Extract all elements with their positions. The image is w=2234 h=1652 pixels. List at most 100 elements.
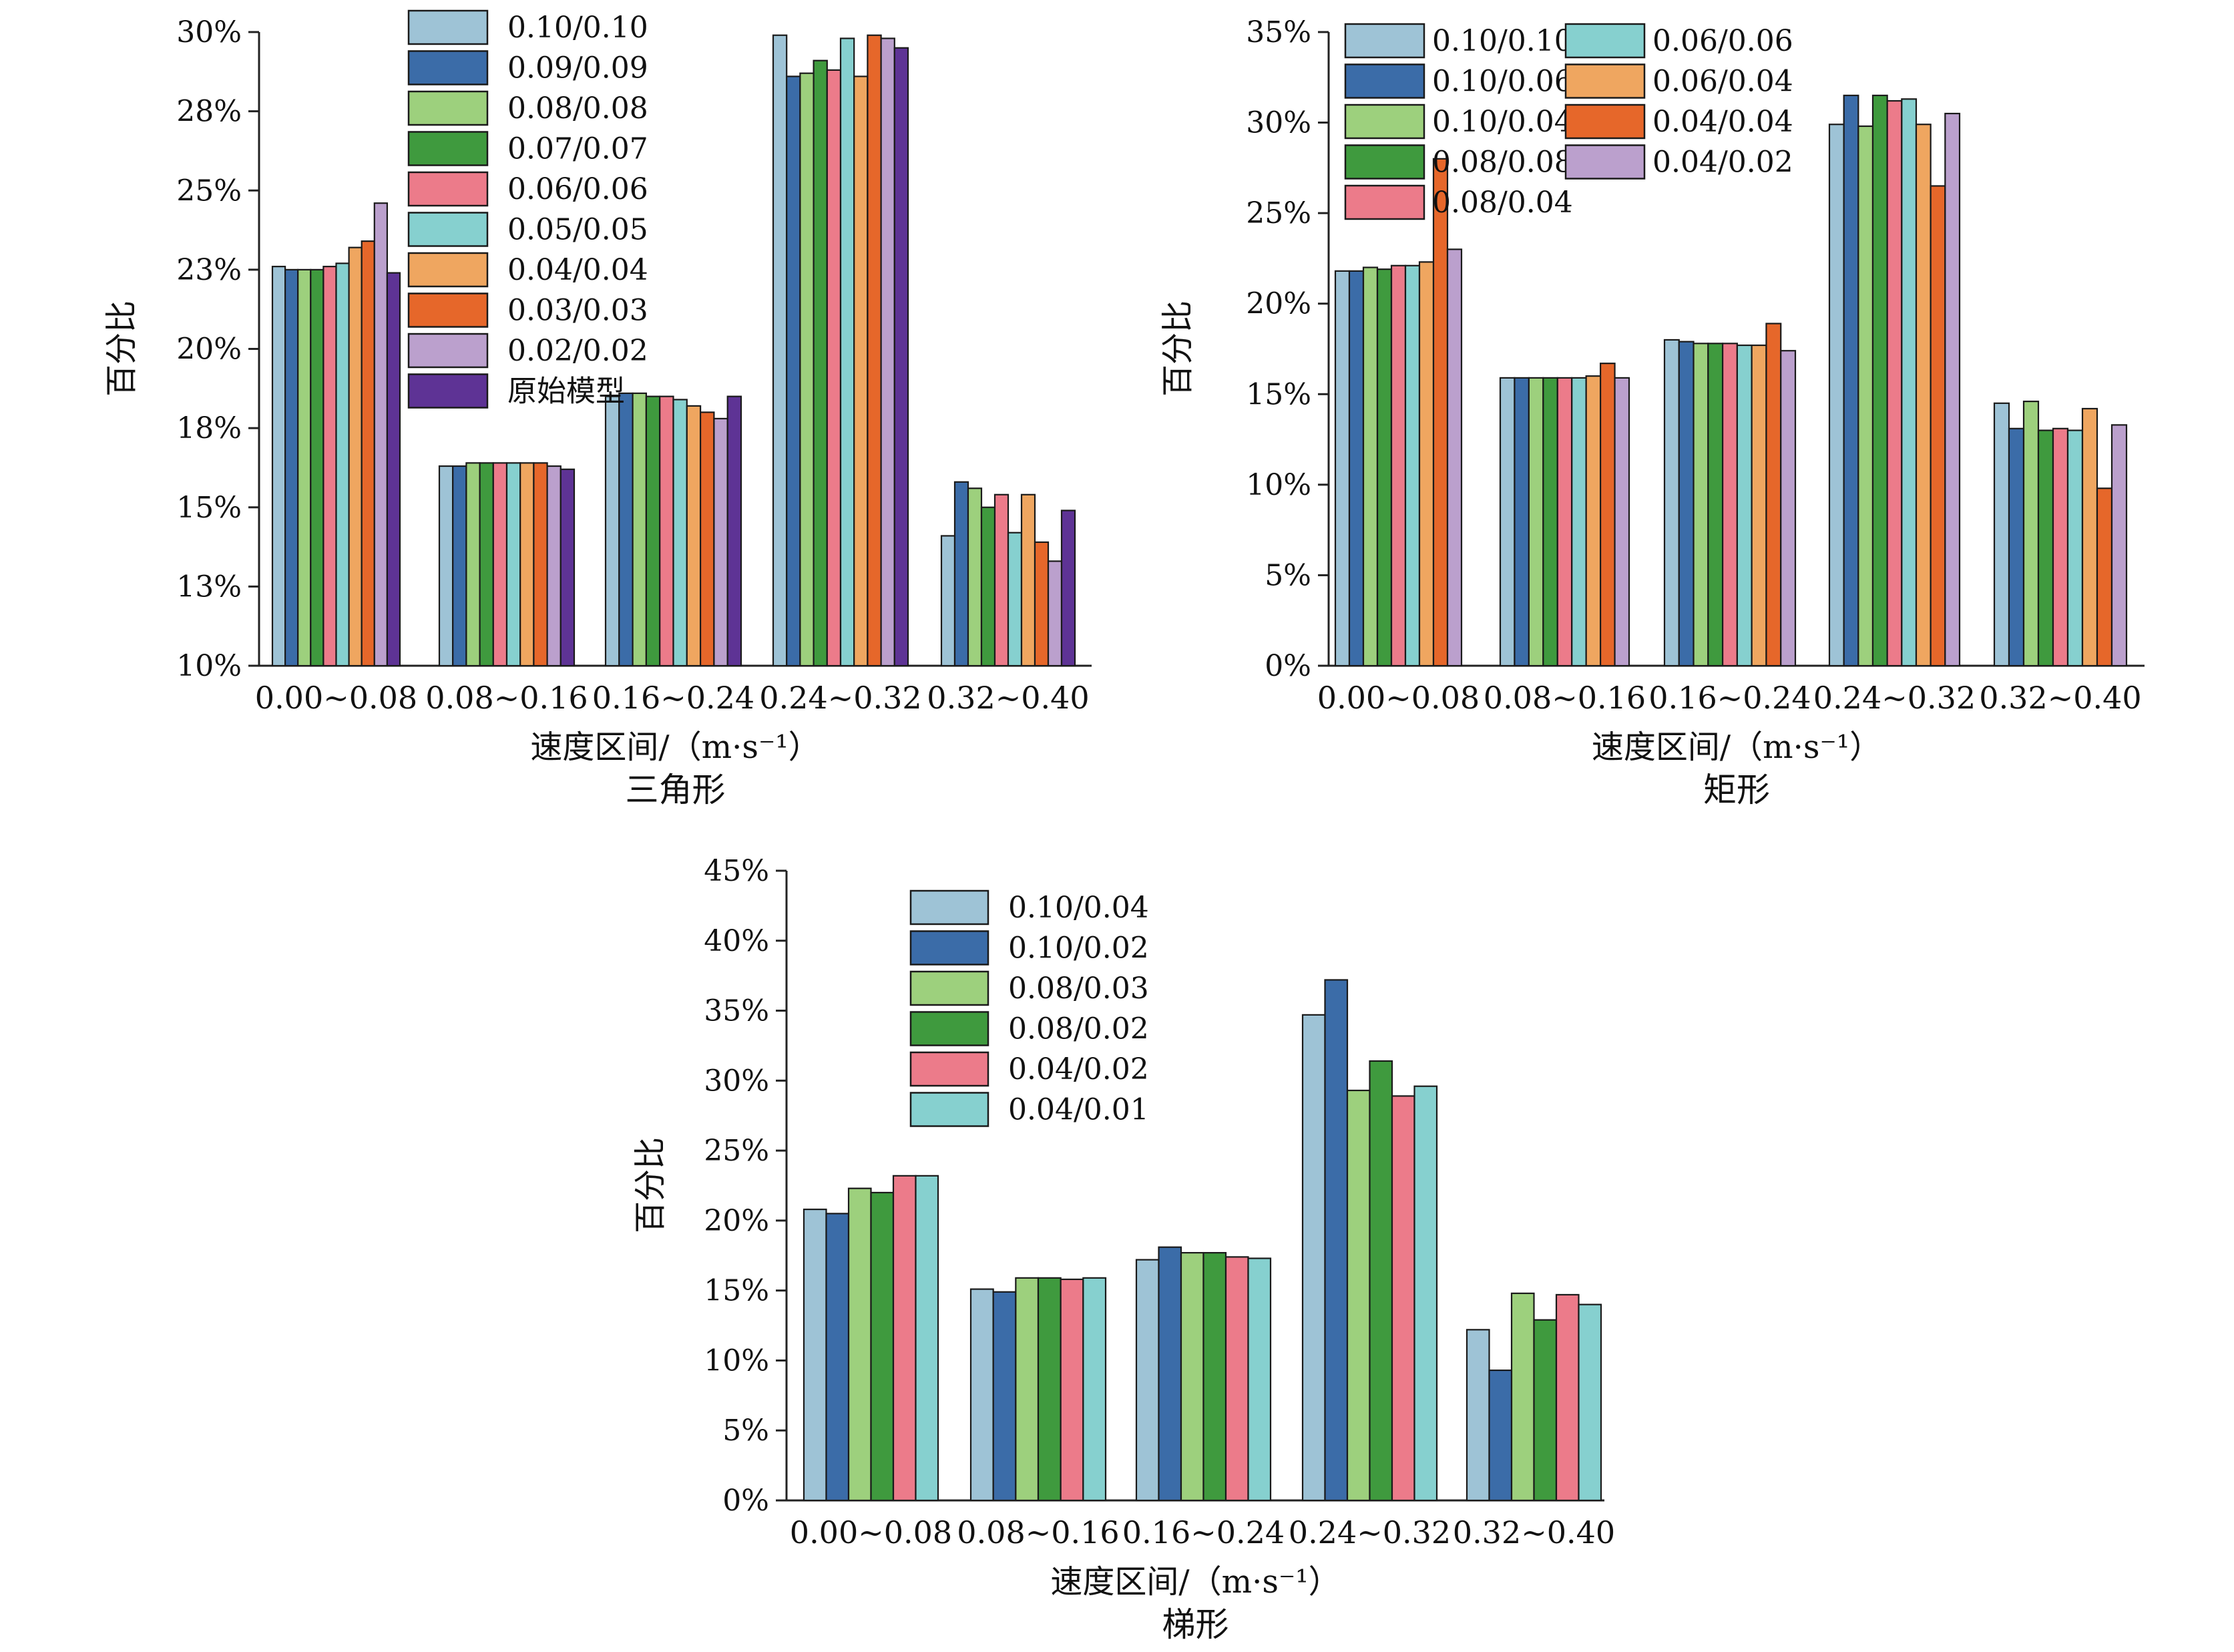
y-tick-label: 10%: [704, 1344, 769, 1378]
y-tick-label: 20%: [176, 333, 242, 367]
legend: 0.10/0.04 0.10/0.02 0.08/0.03 0.08/0.02 0.04…: [909, 889, 1149, 1127]
bar: [1751, 344, 1767, 667]
bar: [1346, 1089, 1371, 1502]
x-tick-label: 0.08~0.16: [957, 1514, 1119, 1551]
y-tick-label: 5%: [1265, 558, 1311, 592]
legend-item: 0.08/0.03: [909, 970, 1149, 1006]
y-tick-label: 30%: [1246, 106, 1311, 140]
bar: [825, 1213, 850, 1502]
bar: [1158, 1246, 1182, 1502]
bar: [1135, 1259, 1160, 1502]
bar: [1871, 94, 1888, 667]
bar: [1843, 94, 1859, 667]
y-tick-label: 30%: [176, 15, 242, 49]
bar: [618, 392, 634, 667]
bar: [1348, 270, 1365, 667]
y-tick-label: 45%: [704, 854, 769, 888]
bar: [479, 462, 494, 667]
bar: [1020, 493, 1036, 667]
bar: [1930, 185, 1946, 667]
legend-label: 0.10/0.10: [1432, 24, 1573, 58]
y-tick-label: 0%: [722, 1484, 769, 1518]
legend-swatch: [1344, 184, 1425, 220]
bar: [2066, 429, 2084, 667]
legend-label: 0.04/0.04: [507, 253, 648, 287]
bar: [1828, 124, 1845, 667]
bar: [826, 69, 842, 667]
legend-item: 0.10/0.06: [1344, 63, 1573, 99]
bar: [980, 506, 996, 667]
bar: [2081, 407, 2098, 667]
bar: [1857, 125, 1874, 667]
bar: [1556, 377, 1573, 667]
bar: [438, 465, 454, 667]
bar: [1542, 377, 1558, 667]
bar: [2052, 427, 2069, 667]
bar: [1585, 375, 1602, 667]
x-axis-label: 速度区间/（m·s⁻¹）: [1050, 1563, 1340, 1601]
legend-swatch: [909, 930, 989, 966]
bar: [1180, 1251, 1204, 1502]
legend-label: 0.04/0.04: [1652, 105, 1793, 139]
legend-item: 原始模型: [407, 373, 625, 409]
bar: [1600, 363, 1616, 667]
bar: [632, 392, 647, 667]
x-axis-label: 速度区间/（m·s⁻¹）: [1592, 729, 1881, 766]
bar: [1571, 377, 1587, 667]
chart-panel-3: 0%5%10%15%20%25%30%35%40%45%0.00~0.08 0.0…: [632, 854, 1615, 1644]
legend-swatch: [407, 90, 489, 126]
bar: [465, 462, 481, 667]
bar: [604, 395, 620, 667]
legend-swatch: [909, 1051, 989, 1087]
bar: [560, 468, 576, 667]
x-tick-label: 0.16~0.24: [592, 680, 754, 716]
bar: [993, 493, 1010, 667]
y-tick-label: 25%: [704, 1134, 769, 1168]
chart-panel-2: 0% 5% 10% 15% 20% 25% 30% 35% 0.00~0.08 0.08~0.16…: [1159, 15, 2145, 809]
bar: [452, 465, 467, 667]
legend-swatch: [1564, 63, 1646, 99]
x-tick-label: 0.32~0.40: [1979, 680, 2141, 716]
legend-item: 0.02/0.02: [407, 333, 648, 369]
bar: [1247, 1257, 1272, 1502]
bar: [686, 405, 702, 667]
y-tick-label: 40%: [704, 924, 769, 958]
bar: [839, 37, 855, 667]
legend-item: 0.10/0.04: [1344, 104, 1573, 140]
legend-swatch: [909, 1092, 989, 1127]
bar: [322, 266, 337, 667]
bar: [1432, 158, 1449, 667]
bar: [1993, 402, 2010, 667]
legend-swatch: [1564, 23, 1646, 59]
legend-item: 0.04/0.04: [407, 252, 648, 288]
bar: [1693, 343, 1709, 667]
legend-label: 0.08/0.03: [1008, 972, 1149, 1006]
bar: [1488, 1370, 1513, 1502]
y-tick-label: 10%: [176, 649, 242, 683]
chart-panel-1: 10%13%15%18%20%23%25%28%30%0.00~0.08 0.08…: [103, 9, 1092, 809]
x-axis-label: 速度区间/（m·s⁻¹）: [530, 729, 820, 766]
bar: [1034, 541, 1050, 667]
legend-label: 0.04/0.01: [1008, 1093, 1149, 1127]
bar: [1533, 1319, 1558, 1502]
legend-item: 0.08/0.08: [1344, 144, 1573, 180]
legend-label: 0.08/0.08: [1432, 146, 1573, 180]
bar: [2022, 401, 2040, 667]
legend-label: 0.09/0.09: [507, 51, 648, 85]
bar: [1555, 1293, 1580, 1502]
bar: [1224, 1256, 1249, 1502]
bar: [1369, 1060, 1393, 1502]
x-tick-label: 0.16~0.24: [1648, 680, 1811, 716]
x-tick-label: 0.00~0.08: [1317, 680, 1480, 716]
bar: [1528, 377, 1544, 667]
bar: [1324, 979, 1349, 1502]
legend-swatch: [407, 171, 489, 207]
x-tick-label: 0.08~0.16: [1484, 680, 1646, 716]
y-axis-label: 百分比: [103, 300, 140, 397]
bar: [1202, 1251, 1227, 1502]
legend-item: 0.06/0.04: [1564, 63, 1793, 99]
y-tick-label: 20%: [1246, 287, 1311, 321]
legend-swatch: [407, 292, 489, 328]
legend-swatch: [1564, 144, 1646, 180]
